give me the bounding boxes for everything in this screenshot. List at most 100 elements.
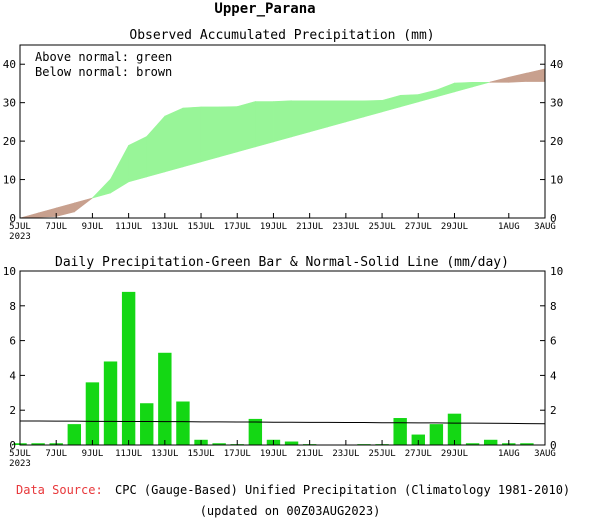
above-normal-area xyxy=(201,107,219,162)
above-normal-area xyxy=(310,101,328,132)
chart2-title: Daily Precipitation-Green Bar & Normal-S… xyxy=(55,255,509,270)
chart2-xtick-label: 25JUL xyxy=(369,449,396,459)
below-normal-area xyxy=(509,73,527,82)
above-normal-area xyxy=(328,101,346,127)
legend-below-normal: Below normal: brown xyxy=(35,65,172,79)
daily-precipitation-chart: Daily Precipitation-Green Bar & Normal-S… xyxy=(3,255,564,469)
chart2-ytick-label-left: 2 xyxy=(9,404,16,417)
chart2-xtick-label: 27JUL xyxy=(405,449,432,459)
chart1-ytick-label-right: 10 xyxy=(550,174,563,187)
chart1-ytick-label-right: 20 xyxy=(550,135,563,148)
above-normal-area xyxy=(400,95,418,107)
chart1-xtick-label: 29JUL xyxy=(441,222,468,232)
chart1-xtick-label: 11JUL xyxy=(115,222,142,232)
daily-precip-bar xyxy=(393,418,406,445)
above-normal-area xyxy=(92,179,110,198)
chart2-ytick-label-left: 8 xyxy=(9,300,16,313)
chart2-xtick-label: 5JUL xyxy=(9,449,31,459)
footer: Data Source: CPC (Gauge-Based) Unified P… xyxy=(16,483,570,518)
chart2-ytick-label-left: 6 xyxy=(9,335,16,348)
above-normal-area xyxy=(454,82,472,92)
chart2-xtick-label: 29JUL xyxy=(441,449,468,459)
daily-precip-bar xyxy=(430,424,443,445)
chart2-ytick-label-right: 8 xyxy=(550,300,557,313)
chart1-xtick-label: 7JUL xyxy=(45,222,67,232)
chart1-xtick-label: 19JUL xyxy=(260,222,287,232)
chart1-ytick-label-left: 40 xyxy=(3,58,16,71)
chart2-xtick-label: 1AUG xyxy=(498,449,520,459)
chart1-xtick-label: 17JUL xyxy=(224,222,251,232)
updated-text: (updated on 00Z03AUG2023) xyxy=(200,504,381,518)
below-normal-area xyxy=(491,77,509,82)
chart2-ytick-label-right: 6 xyxy=(550,335,557,348)
daily-precip-bar xyxy=(104,361,117,445)
chart2-xtick-label: 21JUL xyxy=(296,449,323,459)
chart2-xtick-label: 19JUL xyxy=(260,449,287,459)
above-normal-area xyxy=(129,137,147,182)
legend-above-normal: Above normal: green xyxy=(35,50,172,64)
chart1-title: Observed Accumulated Precipitation (mm) xyxy=(129,28,434,43)
chart1-xtick-label: 9JUL xyxy=(82,222,104,232)
above-normal-area xyxy=(436,83,454,97)
chart1-xtick-label: 15JUL xyxy=(187,222,214,232)
above-normal-area xyxy=(147,116,165,177)
above-normal-area xyxy=(273,101,291,142)
chart1-xtick-label: 13JUL xyxy=(151,222,178,232)
chart1-ytick-label-right: 30 xyxy=(550,97,563,110)
below-normal-area xyxy=(20,213,38,218)
chart2-ytick-label-right: 2 xyxy=(550,404,557,417)
above-normal-area xyxy=(255,102,273,147)
daily-precip-bar xyxy=(68,424,81,445)
chart2-xtick-label: 9JUL xyxy=(82,449,104,459)
chart1-xtick-label: 5JUL xyxy=(9,222,31,232)
below-normal-area xyxy=(38,208,56,217)
chart2-ytick-label-left: 4 xyxy=(9,369,16,382)
chart2-xtick-label: 17JUL xyxy=(224,449,251,459)
below-normal-area xyxy=(56,203,74,216)
chart1-xtick-label: 21JUL xyxy=(296,222,323,232)
daily-precip-bar xyxy=(249,419,262,445)
daily-precip-bar xyxy=(176,402,189,446)
above-normal-area xyxy=(346,101,364,122)
chart1-xtick-label: 25JUL xyxy=(369,222,396,232)
chart1-ytick-label-left: 10 xyxy=(3,174,16,187)
daily-precip-bar xyxy=(122,292,135,445)
chart1-ytick-label-right: 40 xyxy=(550,58,563,71)
chart2-xtick-label: 15JUL xyxy=(187,449,214,459)
daily-precip-bar xyxy=(86,382,99,445)
chart2-ytick-label-right: 10 xyxy=(550,265,563,278)
above-normal-area xyxy=(183,107,201,167)
daily-precip-bar xyxy=(285,442,298,445)
above-normal-area xyxy=(219,107,237,157)
below-normal-area xyxy=(74,198,92,212)
chart1-xtick-label: 3AUG xyxy=(534,222,556,232)
data-source-text: CPC (Gauge-Based) Unified Precipitation … xyxy=(115,483,570,497)
chart2-xtick-label: 23JUL xyxy=(332,449,359,459)
above-normal-area xyxy=(237,102,255,152)
daily-precip-bar xyxy=(158,353,171,445)
above-normal-area xyxy=(364,100,382,117)
accumulated-precipitation-chart: Observed Accumulated Precipitation (mm) … xyxy=(3,28,564,242)
chart1-xtick-label: 23JUL xyxy=(332,222,359,232)
above-normal-area xyxy=(418,90,436,102)
chart2-xtick-year-label: 2023 xyxy=(9,459,31,469)
chart2-xtick-label: 3AUG xyxy=(534,449,556,459)
chart1-xtick-label: 27JUL xyxy=(405,222,432,232)
chart2-xtick-label: 13JUL xyxy=(151,449,178,459)
above-normal-area xyxy=(382,95,400,112)
chart1-ytick-label-left: 30 xyxy=(3,97,16,110)
data-source-label: Data Source: xyxy=(16,483,103,497)
above-normal-area xyxy=(111,145,129,193)
above-normal-area xyxy=(292,101,310,137)
chart1-xtick-label: 1AUG xyxy=(498,222,520,232)
below-normal-area xyxy=(527,69,545,82)
daily-precip-bar xyxy=(484,440,497,445)
chart2-ytick-label-left: 10 xyxy=(3,265,16,278)
chart2-xtick-label: 11JUL xyxy=(115,449,142,459)
chart2-xtick-label: 7JUL xyxy=(45,449,67,459)
chart2-ytick-label-right: 4 xyxy=(550,369,557,382)
page-title: Upper_Parana xyxy=(214,1,315,17)
chart1-ytick-label-left: 20 xyxy=(3,135,16,148)
